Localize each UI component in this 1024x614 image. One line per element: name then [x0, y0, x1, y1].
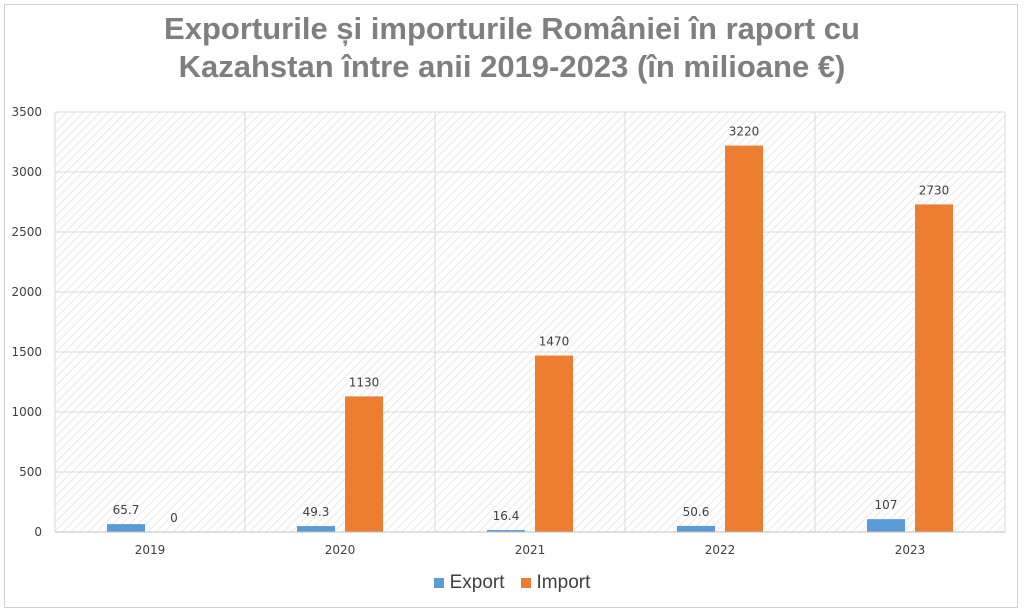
y-tick-label: 1000	[11, 405, 42, 419]
data-label-export-2022: 50.6	[683, 505, 710, 519]
legend-swatch-import	[520, 578, 531, 588]
data-label-import-2022: 3220	[729, 125, 760, 139]
legend-item-import: Import	[520, 572, 591, 594]
legend: Export Import	[0, 572, 1024, 594]
x-tick-label: 2023	[895, 543, 926, 557]
y-axis: 0 500 1000 1500 2000 2500 3000 3500	[11, 105, 42, 539]
bar-export-2022	[677, 525, 715, 532]
plot-area	[55, 112, 1005, 532]
data-label-import-2020: 1130	[349, 375, 380, 389]
legend-item-export: Export	[433, 572, 505, 594]
bar-export-2019	[107, 524, 145, 532]
y-tick-label: 2000	[11, 285, 42, 299]
bar-import-2020	[345, 396, 383, 532]
chart-title-line-1: Exporturile și importurile României în r…	[164, 11, 860, 46]
data-label-import-2021: 1470	[539, 335, 570, 349]
bar-import-2021	[535, 355, 573, 532]
x-tick-label: 2022	[705, 543, 736, 557]
bar-export-2020	[297, 526, 335, 532]
legend-label-import: Import	[536, 572, 591, 593]
bar-export-2023	[867, 519, 905, 532]
y-tick-label: 1500	[11, 345, 42, 359]
y-tick-label: 2500	[11, 225, 42, 239]
data-label-export-2021: 16.4	[493, 509, 520, 523]
x-tick-label: 2021	[515, 543, 546, 557]
legend-label-export: Export	[449, 572, 505, 593]
data-label-export-2020: 49.3	[303, 505, 330, 519]
y-tick-label: 500	[19, 465, 42, 479]
y-tick-label: 3500	[11, 105, 42, 119]
data-labels: 65.7 0 49.3 1130 16.4 1470 50.6 3220 107 2730	[113, 125, 950, 525]
chart-title: Exporturile și importurile României în r…	[0, 10, 1024, 86]
x-tick-label: 2020	[325, 543, 356, 557]
data-label-import-2019: 0	[170, 511, 178, 525]
bar-export-2021	[487, 530, 525, 532]
x-tick-label: 2019	[135, 543, 166, 557]
data-label-export-2019: 65.7	[113, 503, 140, 517]
x-axis: 2019 2020 2021 2022 2023	[55, 531, 1005, 557]
y-tick-label: 3000	[11, 165, 42, 179]
data-label-import-2023: 2730	[919, 183, 950, 197]
bar-import-2023	[915, 204, 953, 532]
data-label-export-2023: 107	[875, 498, 898, 512]
bars	[107, 145, 953, 532]
chart-title-line-2: Kazahstan între anii 2019-2023 (în milio…	[178, 49, 846, 84]
legend-swatch-export	[433, 578, 444, 588]
bar-import-2022	[725, 145, 763, 532]
y-tick-label: 0	[34, 525, 42, 539]
